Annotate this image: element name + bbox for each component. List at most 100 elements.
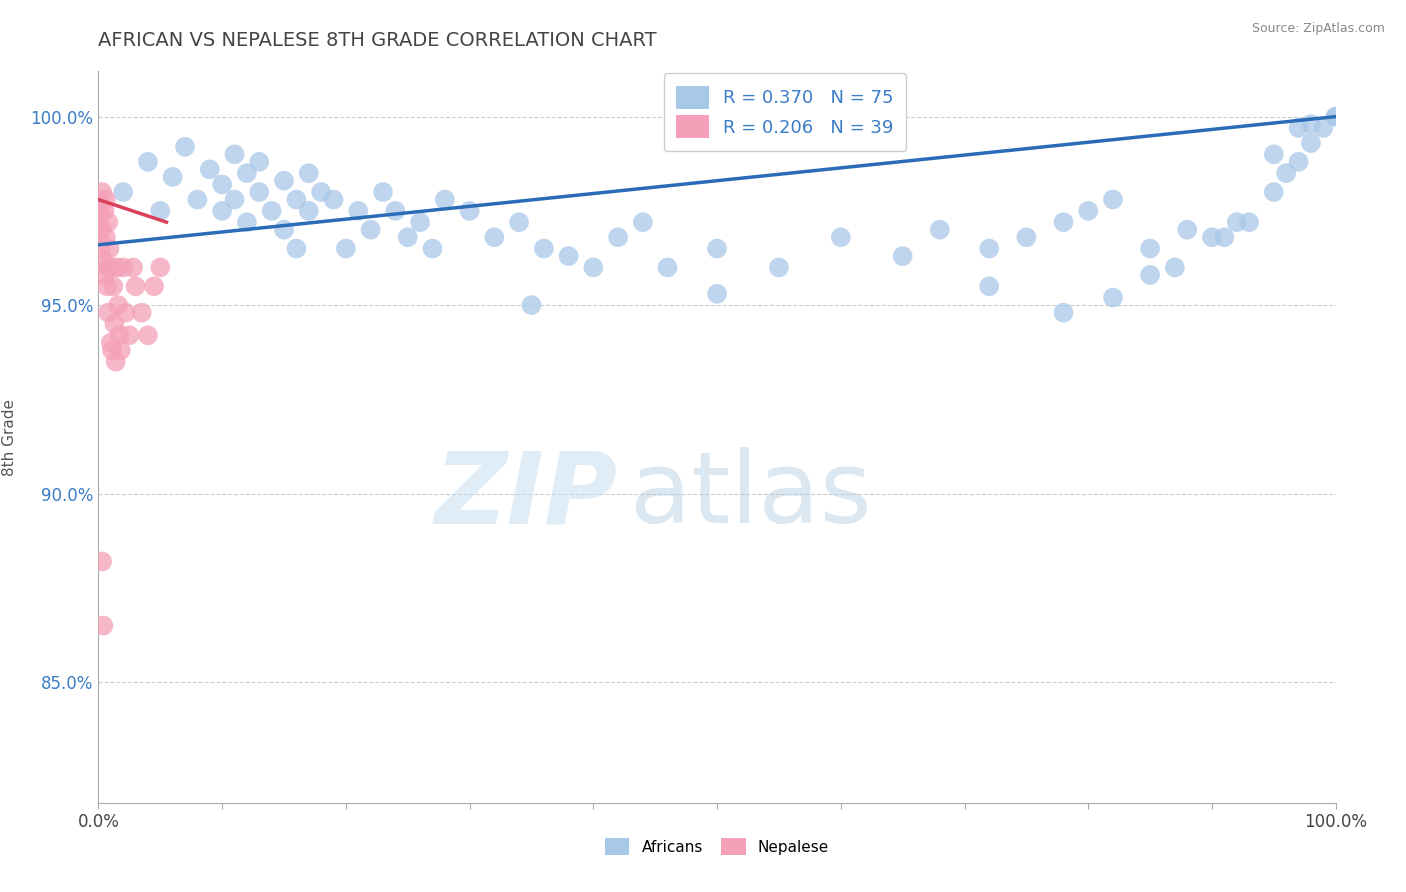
Y-axis label: 8th Grade: 8th Grade xyxy=(1,399,17,475)
Point xyxy=(98,242,121,256)
Point xyxy=(93,252,115,267)
Point xyxy=(118,328,141,343)
Point xyxy=(1324,110,1347,124)
Point xyxy=(1312,120,1334,135)
Point xyxy=(94,230,117,244)
Point xyxy=(273,223,295,237)
Point xyxy=(1164,260,1187,275)
Point xyxy=(149,260,172,275)
Point xyxy=(112,185,135,199)
Point xyxy=(484,230,506,244)
Point xyxy=(768,260,790,275)
Point xyxy=(1139,242,1161,256)
Point xyxy=(298,166,321,180)
Point xyxy=(631,215,654,229)
Point xyxy=(90,203,112,218)
Point xyxy=(96,279,118,293)
Point xyxy=(508,215,530,229)
Point xyxy=(1288,120,1310,135)
Point xyxy=(114,306,136,320)
Text: AFRICAN VS NEPALESE 8TH GRADE CORRELATION CHART: AFRICAN VS NEPALESE 8TH GRADE CORRELATIO… xyxy=(98,31,657,50)
Point xyxy=(97,306,120,320)
Point xyxy=(101,343,124,358)
Point xyxy=(87,208,110,222)
Point xyxy=(131,306,153,320)
Point xyxy=(1175,223,1198,237)
Point xyxy=(409,215,432,229)
Point xyxy=(260,203,283,218)
Point xyxy=(1288,154,1310,169)
Point xyxy=(582,260,605,275)
Point xyxy=(247,154,270,169)
Point xyxy=(706,242,728,256)
Text: atlas: atlas xyxy=(630,447,872,544)
Point xyxy=(309,185,332,199)
Point xyxy=(247,185,270,199)
Point xyxy=(91,223,114,237)
Point xyxy=(322,193,344,207)
Point xyxy=(122,260,145,275)
Text: ZIP: ZIP xyxy=(434,447,619,544)
Point xyxy=(1102,193,1125,207)
Point xyxy=(1324,110,1347,124)
Point xyxy=(396,230,419,244)
Point xyxy=(211,203,233,218)
Point xyxy=(236,166,259,180)
Point xyxy=(1052,306,1074,320)
Point xyxy=(557,249,579,263)
Point xyxy=(87,215,110,229)
Point xyxy=(1263,147,1285,161)
Point xyxy=(110,343,132,358)
Point xyxy=(105,260,128,275)
Point xyxy=(1015,230,1038,244)
Legend: Africans, Nepalese: Africans, Nepalese xyxy=(599,832,835,861)
Point xyxy=(94,193,117,207)
Point xyxy=(100,335,122,350)
Point xyxy=(93,618,115,632)
Point xyxy=(91,554,114,568)
Point xyxy=(186,193,208,207)
Point xyxy=(433,193,456,207)
Point xyxy=(928,223,950,237)
Point xyxy=(236,215,259,229)
Point xyxy=(224,193,246,207)
Point xyxy=(1139,268,1161,282)
Point xyxy=(1102,291,1125,305)
Point xyxy=(533,242,555,256)
Point xyxy=(174,140,197,154)
Point xyxy=(1299,117,1322,131)
Point xyxy=(657,260,679,275)
Point xyxy=(1052,215,1074,229)
Point xyxy=(143,279,166,293)
Point xyxy=(124,279,146,293)
Point xyxy=(97,215,120,229)
Point xyxy=(108,328,131,343)
Point xyxy=(1263,185,1285,199)
Point xyxy=(87,230,110,244)
Point xyxy=(347,203,370,218)
Point xyxy=(706,286,728,301)
Point xyxy=(1201,230,1223,244)
Point xyxy=(830,230,852,244)
Point xyxy=(198,162,221,177)
Point xyxy=(1226,215,1249,229)
Point xyxy=(107,298,129,312)
Point xyxy=(103,317,125,331)
Point xyxy=(93,268,115,282)
Text: Source: ZipAtlas.com: Source: ZipAtlas.com xyxy=(1251,22,1385,36)
Point xyxy=(136,154,159,169)
Point xyxy=(93,203,115,218)
Point xyxy=(298,203,321,218)
Point xyxy=(96,260,118,275)
Point xyxy=(979,242,1001,256)
Point xyxy=(224,147,246,161)
Point xyxy=(112,260,135,275)
Point xyxy=(1299,136,1322,150)
Point xyxy=(607,230,630,244)
Point xyxy=(384,203,406,218)
Point xyxy=(1077,203,1099,218)
Point xyxy=(335,242,357,256)
Point xyxy=(273,174,295,188)
Point xyxy=(211,178,233,192)
Point xyxy=(520,298,543,312)
